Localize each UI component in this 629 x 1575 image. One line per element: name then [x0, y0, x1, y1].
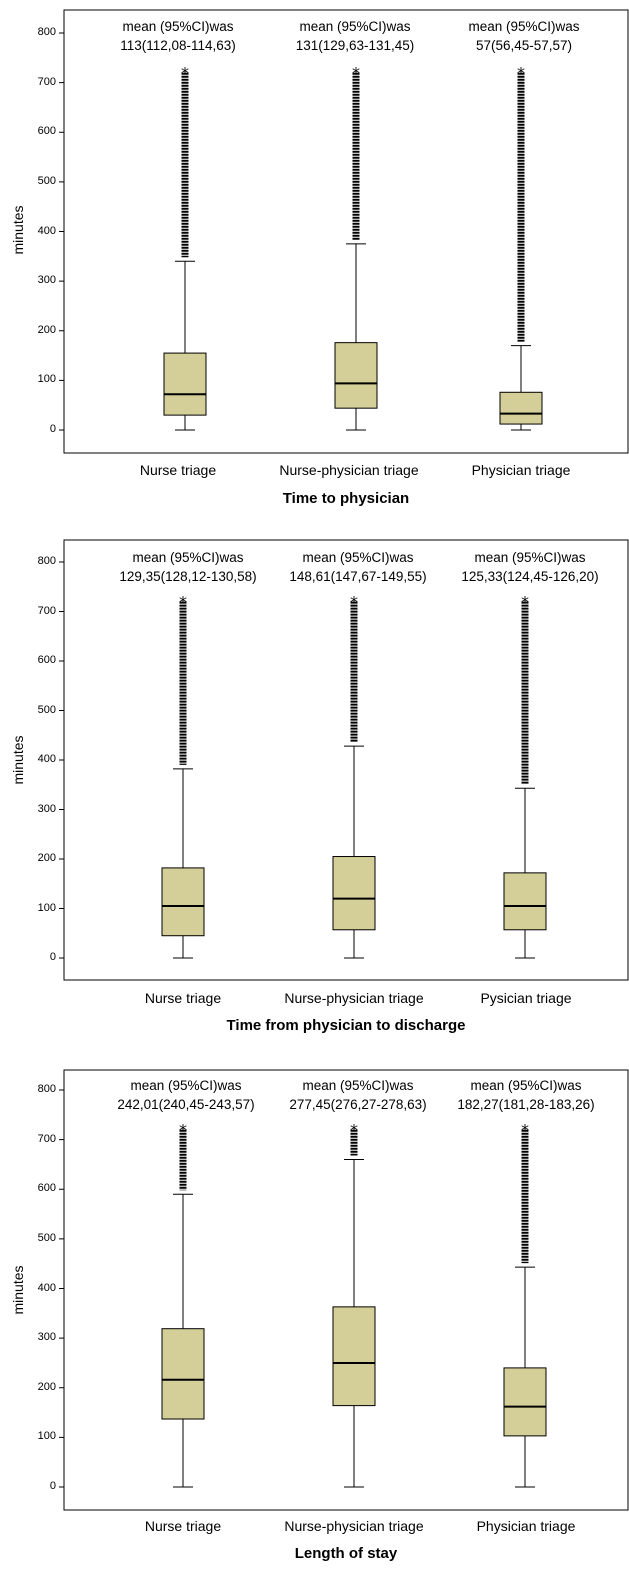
box-2: * — [503, 593, 547, 959]
x-category-label: Physician triage — [471, 462, 571, 478]
y-tick-label: 700 — [37, 1132, 56, 1145]
outlier-max-marker: * — [179, 593, 187, 612]
outlier-max-marker: * — [521, 1121, 529, 1140]
iqr-box — [161, 867, 205, 937]
y-tick-label: 800 — [37, 26, 56, 38]
x-axis-title: Length of stay — [294, 1545, 398, 1562]
mean-annotation-line2: 148,61(147,67-149,55) — [289, 569, 427, 584]
outlier-max-marker: * — [517, 64, 525, 83]
y-tick-label: 300 — [37, 274, 56, 287]
y-tick-label: 100 — [37, 901, 56, 914]
mean-annotation-line1: mean (95%CI)was — [470, 1078, 582, 1093]
y-tick-label: 300 — [37, 1331, 56, 1344]
y-tick-label: 0 — [49, 423, 56, 435]
y-tick-label: 0 — [49, 1480, 56, 1492]
iqr-box — [499, 391, 543, 425]
iqr-box — [163, 352, 207, 416]
y-tick-label: 400 — [37, 753, 56, 765]
outlier-max-marker: * — [179, 1121, 187, 1140]
y-tick-label: 300 — [37, 802, 56, 815]
iqr-box — [503, 872, 547, 931]
chart-panel-length-of-stay: * * * minutes mean (95%CI)was 242,01(240,4… — [0, 1060, 629, 1575]
box-2: * — [503, 1121, 547, 1488]
mean-annotation-line1: mean (95%CI)was — [299, 19, 411, 34]
x-category-label: Nurse-physician triage — [284, 990, 424, 1006]
y-tick-label: 400 — [37, 1281, 56, 1294]
x-category-label: Nurse triage — [144, 1518, 222, 1534]
mean-annotation-line2: 242,01(240,45-243,57) — [117, 1097, 255, 1112]
chart-panel-physician-to-discharge: * * * minutes mean (95%CI)was 129,35(128,1… — [0, 530, 629, 1050]
x-axis-title: Time to physician — [282, 490, 410, 507]
boxplot-svg: * * * — [59, 9, 629, 454]
boxplot-svg: * * * — [59, 1069, 629, 1511]
mean-annotation-line1: mean (95%CI)was — [302, 550, 414, 565]
y-tick-label: 100 — [37, 1430, 56, 1443]
mean-annotation-line1: mean (95%CI)was — [302, 1078, 414, 1093]
plot-frame — [63, 1069, 629, 1511]
outlier-max-marker: * — [350, 593, 358, 612]
mean-annotation-line2: 277,45(276,27-278,63) — [289, 1097, 427, 1112]
mean-annotation-line1: mean (95%CI)was — [122, 19, 234, 34]
mean-annotation-line2: 113(112,08-114,63) — [120, 38, 236, 53]
x-category-label: Pysician triage — [480, 990, 572, 1006]
mean-annotation-line1: mean (95%CI)was — [468, 19, 580, 34]
iqr-box — [334, 342, 378, 409]
y-tick-label: 600 — [37, 654, 56, 666]
box-1: * — [332, 593, 376, 959]
y-tick-label: 200 — [37, 323, 56, 336]
y-tick-label: 500 — [37, 1231, 56, 1244]
box-0: * — [161, 593, 205, 959]
y-tick-label: 700 — [37, 75, 56, 88]
y-tick-label: 800 — [37, 555, 56, 567]
iqr-box — [161, 1328, 205, 1420]
outlier-max-marker: * — [352, 64, 360, 83]
mean-annotation-line2: 129,35(128,12-130,58) — [119, 569, 257, 584]
mean-annotation-line2: 182,27(181,28-183,26) — [457, 1097, 595, 1112]
y-tick-label: 700 — [37, 604, 56, 617]
chart-panel-time-to-physician: * * * minutes mean (95%CI)was 113(112,08-1… — [0, 0, 629, 515]
box-0: * — [161, 1121, 205, 1488]
box-1: * — [334, 64, 378, 431]
mean-annotation-line1: mean (95%CI)was — [474, 550, 586, 565]
x-category-label: Nurse-physician triage — [284, 1518, 424, 1534]
mean-annotation-line1: mean (95%CI)was — [132, 550, 244, 565]
mean-annotation-line2: 125,33(124,45-126,20) — [461, 569, 599, 584]
y-tick-label: 0 — [49, 951, 56, 963]
y-tick-label: 200 — [37, 1380, 56, 1393]
boxplot-svg: * * * — [59, 539, 629, 981]
mean-annotation-line2: 57(56,45-57,57) — [475, 38, 573, 53]
x-category-label: Physician triage — [476, 1518, 576, 1534]
outlier-max-marker: * — [350, 1121, 358, 1140]
box-2: * — [499, 64, 543, 431]
y-tick-label: 800 — [37, 1083, 56, 1095]
mean-annotation-line2: 131(129,63-131,45) — [295, 38, 415, 53]
iqr-box — [503, 1367, 547, 1437]
x-category-label: Nurse triage — [144, 990, 222, 1006]
iqr-box — [332, 1306, 376, 1407]
y-tick-label: 600 — [37, 125, 56, 138]
iqr-box — [332, 856, 376, 931]
y-tick-label: 200 — [37, 852, 56, 864]
box-0: * — [163, 64, 207, 431]
y-tick-label: 500 — [37, 174, 56, 187]
mean-annotation-line1: mean (95%CI)was — [130, 1078, 242, 1093]
outlier-max-marker: * — [181, 64, 189, 83]
y-tick-label: 500 — [37, 703, 56, 716]
x-axis-title: Time from physician to discharge — [226, 1017, 466, 1034]
y-tick-label: 400 — [37, 224, 56, 237]
y-tick-label: 600 — [37, 1182, 56, 1195]
x-category-label: Nurse triage — [139, 462, 217, 478]
x-category-label: Nurse-physician triage — [279, 462, 419, 478]
y-tick-label: 100 — [37, 373, 56, 386]
box-1: * — [332, 1121, 376, 1488]
outlier-max-marker: * — [521, 593, 529, 612]
